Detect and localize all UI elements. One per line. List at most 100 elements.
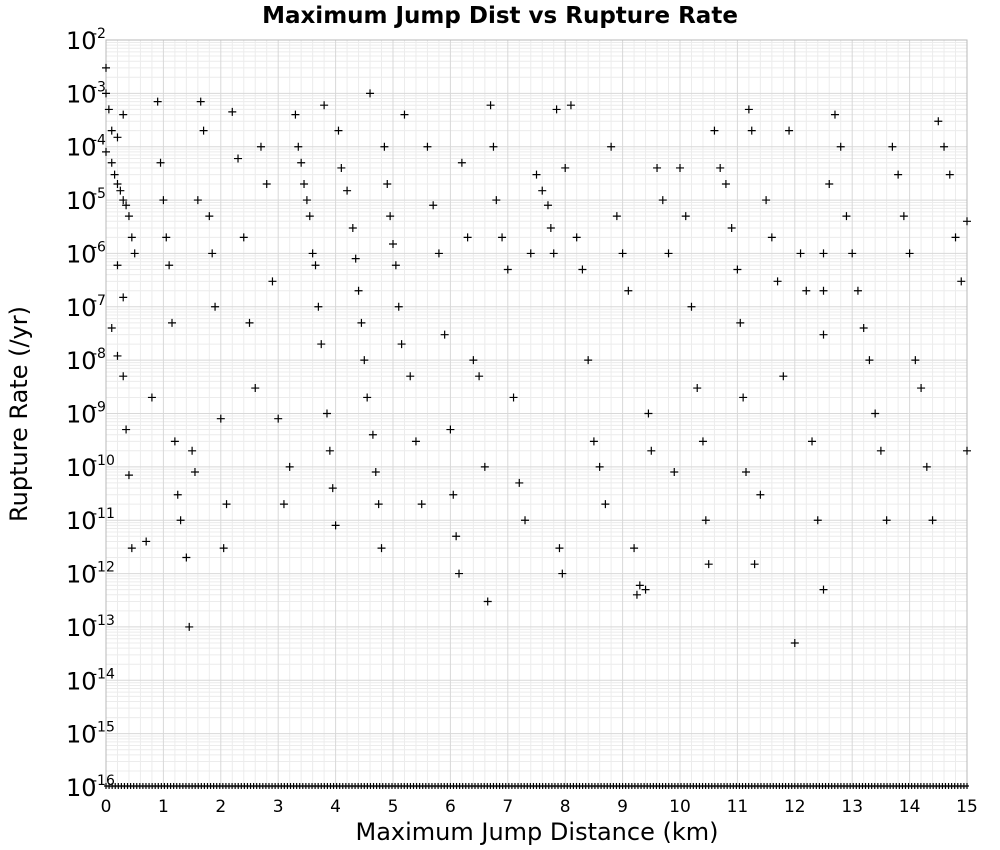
data-point xyxy=(368,430,377,439)
data-point xyxy=(917,384,926,393)
data-point xyxy=(842,212,851,221)
x-tick-label: 1 xyxy=(158,797,169,817)
y-tick-label: 10-8 xyxy=(66,346,106,375)
data-point xyxy=(245,318,254,327)
y-tick-base: 10 xyxy=(66,240,97,268)
data-point xyxy=(503,265,512,274)
data-point xyxy=(354,286,363,295)
data-point xyxy=(239,233,248,242)
data-point xyxy=(119,372,128,381)
data-point xyxy=(624,286,633,295)
data-point xyxy=(228,107,237,116)
data-point xyxy=(521,516,530,525)
data-point xyxy=(687,302,696,311)
y-tick-label: 10-5 xyxy=(66,186,106,215)
data-point xyxy=(314,302,323,311)
data-point xyxy=(102,147,110,156)
data-point xyxy=(463,233,472,242)
data-point xyxy=(185,622,194,631)
data-point xyxy=(104,105,113,114)
y-tick-base: 10 xyxy=(66,507,97,535)
y-tick-label: 10-2 xyxy=(66,26,106,55)
data-point xyxy=(377,544,386,553)
data-point xyxy=(285,462,294,471)
data-point xyxy=(325,446,334,455)
y-tick-base: 10 xyxy=(66,80,97,108)
x-tick-label: 5 xyxy=(388,797,399,817)
data-point xyxy=(208,249,217,258)
data-point xyxy=(785,126,794,135)
y-axis-label: Rupture Rate (/yr) xyxy=(5,306,33,522)
data-point xyxy=(124,212,133,221)
data-point xyxy=(658,196,667,205)
data-point xyxy=(142,537,151,546)
data-point xyxy=(558,569,567,578)
data-point xyxy=(102,89,110,98)
data-point xyxy=(348,223,357,232)
x-axis: 0 1 2 3 4 5 6 7 8 9 10 11 12 13 14 15 xyxy=(101,797,978,817)
data-point xyxy=(876,446,885,455)
data-point xyxy=(147,393,156,402)
y-tick-label: 10-9 xyxy=(66,400,106,429)
x-tick-label: 8 xyxy=(560,797,571,817)
data-point xyxy=(543,201,552,210)
data-point xyxy=(107,126,116,135)
data-point xyxy=(457,158,466,167)
data-point xyxy=(899,212,908,221)
x-tick-label: 10 xyxy=(669,797,691,817)
data-point xyxy=(756,490,765,499)
data-point xyxy=(411,437,420,446)
y-tick-label: 10-10 xyxy=(66,453,115,482)
data-point xyxy=(945,170,954,179)
data-point xyxy=(736,318,745,327)
data-point xyxy=(546,223,555,232)
data-point xyxy=(836,142,845,151)
data-point xyxy=(486,101,495,110)
data-point xyxy=(475,372,484,381)
x-tick-label: 9 xyxy=(617,797,628,817)
data-point xyxy=(601,500,610,509)
data-point xyxy=(449,490,458,499)
data-point xyxy=(219,544,228,553)
data-point xyxy=(555,544,564,553)
y-tick-exponent: -13 xyxy=(92,613,115,629)
data-point xyxy=(279,500,288,509)
x-tick-label: 13 xyxy=(841,797,863,817)
data-point xyxy=(894,170,903,179)
data-point xyxy=(566,101,575,110)
data-point xyxy=(882,516,891,525)
data-point xyxy=(371,468,380,477)
data-point xyxy=(130,249,139,258)
data-point xyxy=(561,163,570,172)
data-point xyxy=(165,261,174,270)
y-tick-label: 10-12 xyxy=(66,560,115,589)
data-point xyxy=(274,414,283,423)
y-tick-exponent: -14 xyxy=(92,666,115,682)
data-point xyxy=(317,340,326,349)
data-point xyxy=(380,142,389,151)
data-point xyxy=(440,330,449,339)
data-point xyxy=(211,302,220,311)
data-point xyxy=(294,142,303,151)
x-tick-label: 11 xyxy=(727,797,749,817)
data-point xyxy=(452,532,461,541)
x-tick-label: 2 xyxy=(215,797,226,817)
grid xyxy=(105,39,968,788)
data-point xyxy=(322,409,331,418)
y-tick-base: 10 xyxy=(66,294,97,322)
y-tick-base: 10 xyxy=(66,454,97,482)
data-point xyxy=(698,437,707,446)
y-tick-exponent: -11 xyxy=(92,506,115,522)
y-tick-base: 10 xyxy=(66,134,97,162)
y-tick-label: 10-6 xyxy=(66,239,106,268)
data-point xyxy=(733,265,742,274)
data-point xyxy=(489,142,498,151)
data-point xyxy=(802,286,811,295)
x-tick-label: 12 xyxy=(784,797,806,817)
data-point xyxy=(773,277,782,286)
data-point xyxy=(222,500,231,509)
data-point xyxy=(888,142,897,151)
y-tick-exponent: -5 xyxy=(92,186,106,202)
y-tick-base: 10 xyxy=(66,667,97,695)
